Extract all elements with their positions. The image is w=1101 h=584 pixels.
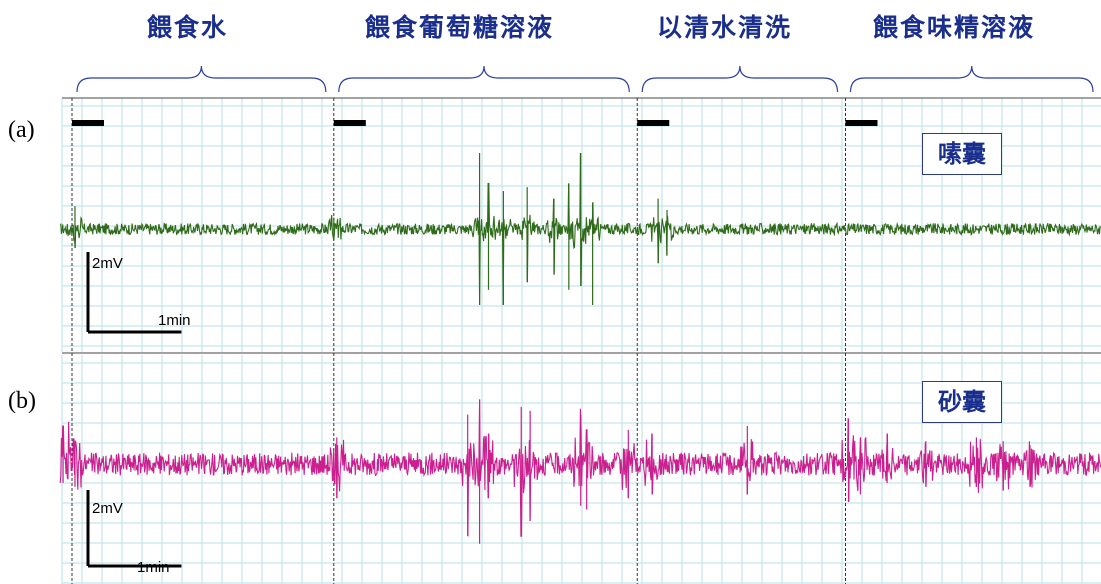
stimulus-bars: [72, 120, 878, 126]
stimulus-bar: [333, 120, 366, 126]
panel-a-letter: (a): [8, 117, 35, 143]
stimulus-bar: [72, 120, 104, 126]
scale-time-label-b: 1min: [137, 559, 170, 576]
organ-label-gizzard: 砂囊: [922, 381, 1002, 423]
phase-label-water: 餵食水: [147, 13, 229, 42]
phase-label-rinse: 以清水清洗: [657, 13, 793, 42]
phase-brace: [76, 65, 327, 93]
panel-b-letter: (b): [8, 388, 36, 414]
scale-voltage-label-a: 2mV: [92, 255, 123, 272]
phase-brace: [849, 65, 1094, 93]
phase-braces: [76, 65, 1094, 93]
phase-boundary-lines: [71, 98, 846, 584]
scale-voltage-label-b: 2mV: [92, 500, 123, 517]
organ-label-crop: 嗉囊: [922, 133, 1002, 175]
phase-brace: [641, 65, 839, 93]
traces: [59, 152, 1101, 544]
scale-bars: [86, 252, 182, 568]
stimulus-bar: [637, 120, 670, 126]
phase-label-msg: 餵食味精溶液: [873, 13, 1036, 42]
trace-gizzard: [59, 399, 1101, 537]
phase-label-glucose: 餵食葡萄糖溶液: [365, 13, 555, 42]
scale-time-label-a: 1min: [158, 312, 191, 329]
phase-brace: [338, 65, 630, 93]
stimulus-bar: [845, 120, 878, 126]
